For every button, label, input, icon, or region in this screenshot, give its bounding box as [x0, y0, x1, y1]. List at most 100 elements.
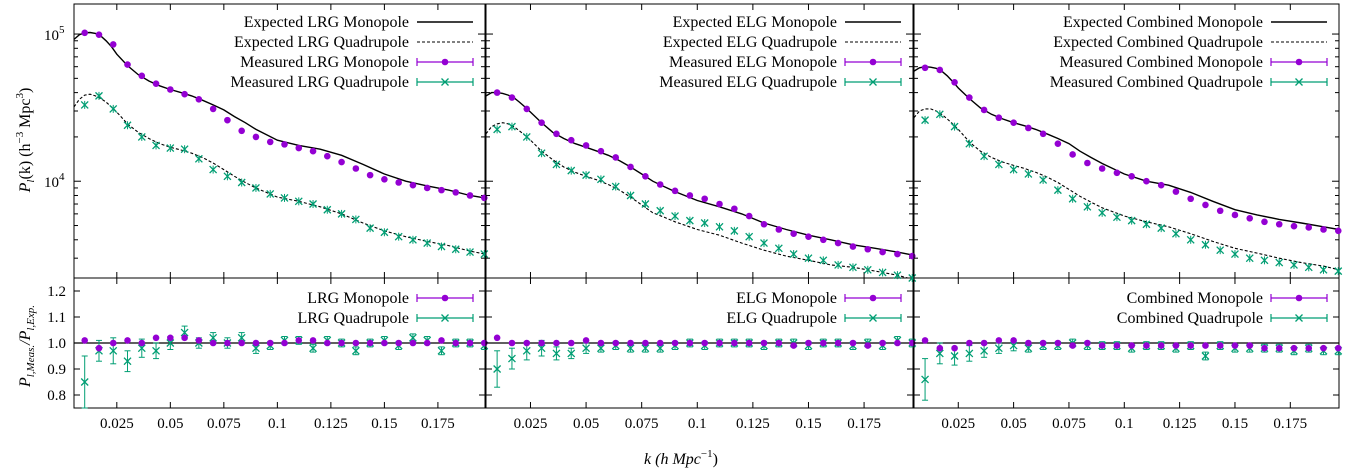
monopole-ratio-point	[209, 339, 217, 347]
quadrupole-ratio-point	[152, 346, 161, 355]
expected-monopole-line	[486, 91, 913, 256]
measured-monopole-point	[181, 90, 188, 98]
measured-monopole-point	[1143, 177, 1150, 185]
measured-monopole-point	[395, 179, 402, 186]
measured-monopole-point	[1231, 211, 1239, 219]
quadrupole-ratio-point	[656, 344, 665, 353]
measured-monopole-point	[209, 105, 217, 113]
measured-quadrupole-point	[1201, 240, 1210, 249]
x-tick-label: 0.175	[1273, 416, 1307, 432]
measured-quadrupole-point	[166, 144, 175, 153]
measured-quadrupole-point	[1083, 202, 1092, 211]
monopole-ratio-point	[686, 339, 694, 347]
monopole-ratio-point	[775, 339, 783, 347]
measured-quadrupole-point	[745, 232, 754, 241]
monopole-ratio-point	[597, 339, 605, 347]
measured-quadrupole-point	[80, 100, 89, 109]
bottom-y-axis-label: Pl,Meas./Pl,Exp.	[17, 305, 37, 388]
x-tick-label: 0.05	[157, 416, 183, 432]
monopole-ratio-point	[1202, 342, 1209, 349]
measured-monopole-point	[1261, 218, 1268, 226]
expected-quadrupole-line	[74, 93, 485, 255]
measured-monopole-point	[1025, 124, 1032, 132]
monopole-ratio-point	[252, 339, 260, 347]
monopole-ratio-point	[951, 344, 958, 352]
x-tick-label: 0.15	[1222, 416, 1248, 432]
expected-quadrupole-line	[914, 108, 1339, 271]
monopole-ratio-point	[366, 339, 374, 347]
monopole-ratio-point	[716, 339, 723, 347]
quadrupole-ratio-point	[1024, 344, 1033, 353]
monopole-ratio-point	[266, 339, 274, 347]
monopole-ratio-point	[1128, 342, 1135, 349]
measured-monopole-point	[894, 250, 901, 258]
measured-monopole-point	[266, 138, 274, 146]
measured-monopole-point	[167, 86, 174, 93]
measured-quadrupole-point	[408, 235, 417, 244]
monopole-ratio-point	[1246, 342, 1254, 349]
measured-quadrupole-point	[109, 104, 118, 113]
measured-quadrupole-point	[493, 125, 502, 134]
measured-monopole-point	[701, 195, 708, 203]
measured-quadrupole-point	[323, 205, 332, 214]
legend-label: Expected Combined Quadrupole	[1053, 34, 1263, 51]
quadrupole-ratio-point	[507, 354, 516, 363]
monopole-ratio-point	[805, 339, 812, 347]
measured-monopole-point	[338, 158, 345, 166]
measured-quadrupole-point	[1068, 194, 1077, 203]
measured-quadrupole-point	[209, 165, 218, 174]
monopole-ratio-point	[1231, 342, 1239, 349]
monopole-ratio-point	[81, 337, 89, 344]
measured-quadrupole-point	[1157, 224, 1166, 233]
legend-marker	[869, 58, 877, 66]
measured-quadrupole-point	[123, 121, 132, 130]
quadrupole-ratio-point	[237, 333, 246, 342]
measured-quadrupole-point	[1245, 254, 1254, 263]
ratio-legend-marker	[441, 294, 449, 302]
monopole-ratio-point	[309, 337, 317, 344]
measured-quadrupole-point	[774, 244, 783, 253]
quadrupole-ratio-point	[437, 346, 446, 355]
measured-monopole-point	[553, 130, 560, 138]
monopole-ratio-point	[508, 339, 516, 347]
measured-quadrupole-point	[1260, 256, 1269, 265]
measured-monopole-point	[879, 248, 886, 256]
measured-monopole-point	[1172, 188, 1180, 195]
measured-quadrupole-point	[819, 256, 828, 265]
ratio-legend-marker	[1295, 314, 1303, 322]
measured-quadrupole-point	[294, 197, 303, 206]
measured-quadrupole-point	[715, 222, 724, 231]
ratio-legend-marker	[441, 314, 449, 322]
measured-monopole-point	[523, 105, 531, 113]
legend-marker	[441, 78, 449, 86]
measured-monopole-point	[1202, 201, 1209, 209]
monopole-ratio-point	[879, 339, 886, 347]
measured-monopole-point	[1305, 224, 1313, 231]
measured-quadrupole-point	[1127, 216, 1136, 225]
measured-monopole-point	[1246, 214, 1254, 222]
measured-quadrupole-point	[266, 189, 275, 198]
monopole-ratio-point	[1216, 342, 1224, 349]
ratio-y-tick-label: 1.1	[47, 310, 66, 326]
monopole-ratio-point	[834, 339, 842, 347]
measured-quadrupole-point	[1039, 175, 1048, 184]
monopole-ratio-point	[1069, 342, 1076, 349]
measured-monopole-point	[951, 79, 958, 86]
monopole-ratio-point	[352, 339, 360, 347]
x-tick-label: 0.1	[688, 416, 707, 432]
quadrupole-ratio-point	[408, 333, 417, 342]
measured-monopole-point	[324, 152, 331, 160]
measured-quadrupole-point	[1334, 267, 1343, 276]
measured-monopole-point	[252, 133, 260, 141]
monopole-ratio-point	[995, 337, 1003, 344]
ratio-y-tick-label: 0.8	[47, 388, 66, 404]
measured-monopole-point	[627, 163, 634, 171]
quadrupole-ratio-point	[522, 346, 531, 355]
quadrupole-ratio-point	[935, 349, 944, 358]
measured-quadrupole-point	[1186, 235, 1195, 244]
monopole-ratio-point	[167, 334, 174, 342]
measured-monopole-point	[936, 66, 944, 74]
measured-quadrupole-point	[730, 226, 739, 235]
measured-quadrupole-point	[394, 232, 403, 241]
expected-monopole-line	[74, 31, 485, 199]
